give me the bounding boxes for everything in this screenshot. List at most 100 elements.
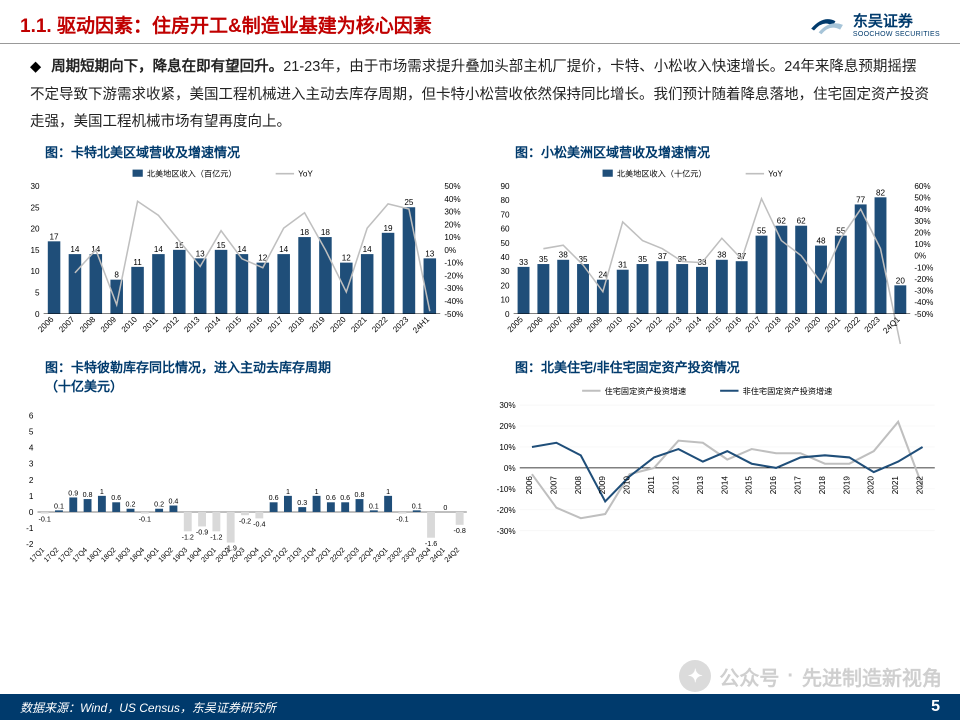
footer-source: 数据来源：Wind，US Census，东吴证券研究所 bbox=[20, 699, 276, 716]
svg-text:2014: 2014 bbox=[720, 475, 729, 494]
svg-text:24Q1: 24Q1 bbox=[881, 314, 902, 335]
svg-text:2016: 2016 bbox=[769, 475, 778, 494]
svg-text:2: 2 bbox=[29, 475, 34, 484]
svg-text:-0.2: -0.2 bbox=[239, 517, 251, 525]
svg-text:17Q2: 17Q2 bbox=[42, 546, 60, 564]
svg-text:35: 35 bbox=[638, 255, 648, 264]
svg-text:62: 62 bbox=[797, 216, 807, 225]
svg-text:0.6: 0.6 bbox=[340, 494, 350, 502]
svg-text:22Q1: 22Q1 bbox=[314, 546, 332, 564]
svg-text:4: 4 bbox=[29, 443, 34, 452]
svg-text:-20%: -20% bbox=[444, 271, 463, 280]
svg-text:23Q4: 23Q4 bbox=[414, 546, 432, 564]
chart-cat-revenue: 图：卡特北美区域营收及增速情况 北美地区收入（百亿元）YoY0510152025… bbox=[15, 142, 475, 352]
svg-text:0: 0 bbox=[35, 309, 40, 318]
svg-text:35: 35 bbox=[539, 255, 549, 264]
wechat-icon: ✦ bbox=[679, 660, 711, 692]
svg-text:0%: 0% bbox=[504, 464, 516, 473]
svg-text:2022: 2022 bbox=[916, 475, 925, 494]
svg-text:0: 0 bbox=[443, 504, 447, 512]
svg-text:15: 15 bbox=[217, 240, 227, 249]
svg-text:2021: 2021 bbox=[891, 475, 900, 494]
svg-text:YoY: YoY bbox=[298, 169, 313, 178]
svg-text:20%: 20% bbox=[444, 220, 460, 229]
svg-text:14: 14 bbox=[279, 245, 289, 254]
svg-text:2009: 2009 bbox=[598, 475, 607, 494]
svg-text:19Q3: 19Q3 bbox=[171, 546, 189, 564]
svg-text:33: 33 bbox=[519, 257, 529, 266]
svg-text:0%: 0% bbox=[914, 251, 926, 260]
svg-text:24Q2: 24Q2 bbox=[443, 546, 461, 564]
svg-text:40: 40 bbox=[500, 253, 510, 262]
svg-text:-40%: -40% bbox=[444, 297, 463, 306]
svg-text:-0.9: -0.9 bbox=[196, 528, 208, 536]
svg-text:-0.4: -0.4 bbox=[253, 520, 265, 528]
svg-text:3: 3 bbox=[29, 459, 34, 468]
svg-text:19Q2: 19Q2 bbox=[157, 546, 175, 564]
logo-en: SOOCHOW SECURITIES bbox=[853, 31, 940, 38]
svg-text:0: 0 bbox=[505, 309, 510, 318]
charts-grid: 图：卡特北美区域营收及增速情况 北美地区收入（百亿元）YoY0510152025… bbox=[0, 142, 960, 567]
svg-text:62: 62 bbox=[777, 216, 787, 225]
lead-bold: 周期短期向下，降息在即有望回升。 bbox=[51, 59, 283, 75]
svg-text:2017: 2017 bbox=[266, 314, 286, 334]
svg-text:22Q4: 22Q4 bbox=[357, 546, 375, 564]
svg-text:38: 38 bbox=[717, 250, 727, 259]
svg-text:21Q4: 21Q4 bbox=[300, 546, 318, 564]
svg-text:-0.1: -0.1 bbox=[396, 515, 408, 523]
svg-text:2006: 2006 bbox=[525, 475, 534, 494]
svg-text:2012: 2012 bbox=[162, 314, 182, 334]
svg-text:30%: 30% bbox=[444, 207, 460, 216]
svg-text:25: 25 bbox=[30, 203, 40, 212]
svg-text:1: 1 bbox=[286, 487, 290, 495]
svg-text:0: 0 bbox=[29, 508, 34, 517]
svg-text:23Q2: 23Q2 bbox=[386, 546, 404, 564]
svg-text:30: 30 bbox=[30, 182, 40, 191]
svg-text:0.6: 0.6 bbox=[269, 494, 279, 502]
svg-text:50%: 50% bbox=[914, 193, 930, 202]
header: 1.1. 驱动因素：住房开工&制造业基建为核心因素 东吴证券 SOOCHOW S… bbox=[0, 0, 960, 44]
svg-text:31: 31 bbox=[618, 260, 628, 269]
svg-text:0.6: 0.6 bbox=[326, 494, 336, 502]
svg-text:2021: 2021 bbox=[823, 314, 843, 334]
svg-text:2018: 2018 bbox=[764, 314, 784, 334]
svg-text:2020: 2020 bbox=[329, 314, 349, 334]
svg-text:5: 5 bbox=[35, 288, 40, 297]
svg-text:2023: 2023 bbox=[863, 314, 883, 334]
svg-text:-2: -2 bbox=[26, 540, 34, 549]
svg-text:40%: 40% bbox=[444, 194, 460, 203]
svg-text:77: 77 bbox=[856, 195, 866, 204]
svg-text:0.2: 0.2 bbox=[154, 500, 164, 508]
svg-text:13: 13 bbox=[196, 249, 206, 258]
svg-text:2019: 2019 bbox=[308, 314, 328, 334]
svg-text:19: 19 bbox=[384, 223, 394, 232]
svg-text:-0.1: -0.1 bbox=[38, 515, 50, 523]
svg-text:10%: 10% bbox=[914, 240, 930, 249]
svg-text:17Q4: 17Q4 bbox=[71, 546, 89, 564]
svg-text:2008: 2008 bbox=[78, 314, 98, 334]
svg-text:2020: 2020 bbox=[867, 475, 876, 494]
svg-text:2023: 2023 bbox=[391, 314, 411, 334]
svg-text:2022: 2022 bbox=[370, 314, 390, 334]
svg-text:14: 14 bbox=[237, 245, 247, 254]
svg-text:30: 30 bbox=[500, 267, 510, 276]
svg-text:20%: 20% bbox=[914, 228, 930, 237]
chart1-svg: 北美地区收入（百亿元）YoY051015202530-50%-40%-30%-2… bbox=[15, 161, 475, 353]
svg-text:50%: 50% bbox=[444, 182, 460, 191]
svg-text:2018: 2018 bbox=[818, 475, 827, 494]
svg-text:2008: 2008 bbox=[574, 475, 583, 494]
svg-text:2009: 2009 bbox=[99, 314, 119, 334]
svg-text:21Q2: 21Q2 bbox=[271, 546, 289, 564]
svg-text:18: 18 bbox=[300, 228, 310, 237]
svg-text:10%: 10% bbox=[499, 443, 515, 452]
svg-text:25: 25 bbox=[404, 198, 414, 207]
svg-text:11: 11 bbox=[133, 257, 142, 266]
svg-text:17: 17 bbox=[50, 232, 60, 241]
svg-text:13: 13 bbox=[425, 249, 435, 258]
svg-text:24Q1: 24Q1 bbox=[429, 546, 447, 564]
svg-text:10%: 10% bbox=[444, 233, 460, 242]
svg-text:2017: 2017 bbox=[794, 475, 803, 494]
svg-text:2013: 2013 bbox=[182, 314, 202, 334]
svg-text:2007: 2007 bbox=[549, 475, 558, 494]
svg-text:2013: 2013 bbox=[696, 475, 705, 494]
